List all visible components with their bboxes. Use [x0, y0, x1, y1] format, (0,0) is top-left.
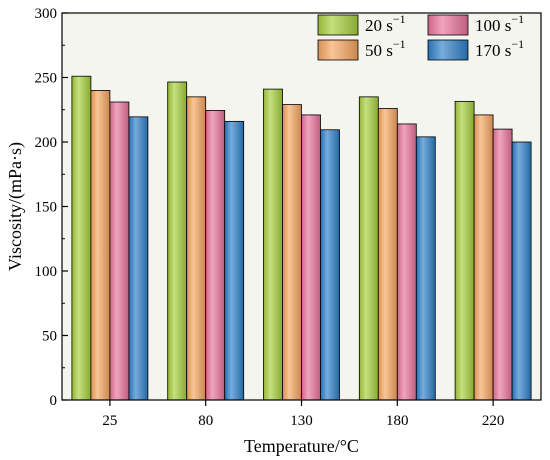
bar-180-series-3: [415, 136, 436, 401]
legend-swatch-1: [317, 39, 359, 61]
bar-180-series-2: [396, 123, 417, 401]
bar-80-series-0: [167, 81, 188, 401]
y-tick-label: 150: [35, 200, 58, 216]
y-tick-label: 100: [35, 264, 58, 280]
bar-220-series-3: [511, 141, 532, 401]
bar-25-series-2: [109, 101, 130, 401]
bar-130-series-1: [282, 104, 302, 401]
y-axis-label: Viscosity/(mPa·s): [5, 142, 26, 271]
ticks-layer: 0 50 100 150 200 250 300 25 80 130 180 220: [35, 6, 505, 429]
bar-130-series-0: [263, 88, 283, 401]
y-tick-label: 200: [35, 135, 58, 151]
y-tick-label: 0: [50, 393, 58, 409]
bar-220-series-1: [473, 114, 494, 401]
x-tick-label: 80: [198, 413, 213, 429]
legend-label-0: 20 s−1: [365, 12, 406, 35]
bar-130-series-2: [301, 114, 321, 401]
legend-swatch-3: [427, 39, 469, 61]
bar-25-series-0: [71, 75, 92, 401]
x-tick-label: 25: [102, 413, 117, 429]
bar-180-series-0: [358, 96, 379, 401]
bar-220-series-0: [454, 100, 475, 401]
legend-label-2: 100 s−1: [475, 12, 524, 35]
y-tick-label: 250: [35, 71, 58, 87]
x-tick-label: 220: [482, 413, 505, 429]
bar-80-series-3: [224, 120, 245, 401]
y-tick-label: 300: [35, 6, 58, 22]
legend-label-3: 170 s−1: [475, 37, 524, 60]
x-tick-label: 130: [290, 413, 313, 429]
bar-80-series-1: [186, 96, 207, 401]
legend-label-1: 50 s−1: [365, 37, 406, 60]
bar-180-series-1: [377, 108, 398, 401]
bar-25-series-3: [128, 116, 149, 401]
legend-swatch-2: [427, 14, 469, 36]
bar-130-series-3: [320, 129, 340, 401]
x-tick-label: 180: [386, 413, 409, 429]
x-axis-label: Temperature/°C: [244, 436, 359, 456]
bar-80-series-2: [205, 110, 226, 401]
legend-swatch-0: [317, 14, 359, 36]
bars-layer: [71, 75, 532, 401]
y-tick-label: 50: [42, 329, 57, 345]
bar-220-series-2: [492, 128, 513, 401]
legend: 20 s−1 100 s−1 50 s−1 170 s−1: [317, 12, 524, 61]
bar-25-series-1: [90, 90, 111, 401]
